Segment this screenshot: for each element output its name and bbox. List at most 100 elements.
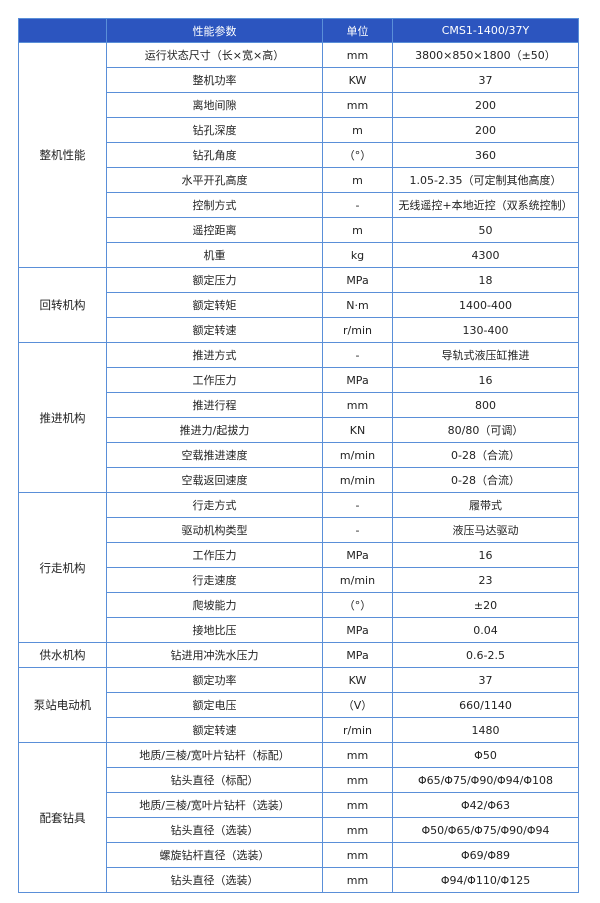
value-cell: Φ42/Φ63: [392, 792, 579, 818]
unit-cell: mm: [322, 92, 393, 118]
unit-cell: MPa: [322, 542, 393, 568]
unit-cell: （°）: [322, 142, 393, 168]
param-cell: 工作压力: [106, 367, 323, 393]
unit-cell: mm: [322, 42, 393, 68]
table-row: 整机功率 KW 37: [19, 67, 579, 93]
value-cell: 0.04: [392, 617, 579, 643]
value-cell: 16: [392, 367, 579, 393]
header-unit: 单位: [322, 18, 393, 43]
unit-cell: m/min: [322, 442, 393, 468]
table-row: 空载返回速度 m/min 0-28（合流）: [19, 467, 579, 493]
param-cell: 额定功率: [106, 667, 323, 693]
table-row: 推进力/起拔力 KN 80/80（可调）: [19, 417, 579, 443]
value-cell: 3800×850×1800（±50）: [392, 42, 579, 68]
unit-cell: N·m: [322, 292, 393, 318]
table-row: 推进机构 推进方式 - 导轨式液压缸推进: [18, 342, 579, 493]
unit-cell: -: [322, 517, 393, 543]
unit-cell: m/min: [322, 567, 393, 593]
table-row: 遥控距离 m 50: [19, 217, 579, 243]
param-cell: 地质/三棱/宽叶片钻杆（标配）: [106, 742, 323, 768]
value-cell: 0-28（合流）: [392, 467, 579, 493]
unit-cell: KW: [322, 667, 393, 693]
param-cell: 机重: [106, 242, 323, 268]
value-cell: 37: [392, 67, 579, 93]
unit-cell: -: [322, 192, 393, 218]
table-row: 配套钻具 地质/三棱/宽叶片钻杆（标配） mm Φ50: [18, 742, 579, 893]
unit-cell: -: [322, 342, 393, 368]
value-cell: 660/1140: [392, 692, 579, 718]
unit-cell: mm: [322, 742, 393, 768]
param-cell: 运行状态尺寸（长×宽×高）: [106, 42, 323, 68]
category-cell: 整机性能: [18, 42, 107, 268]
header-model: CMS1-1400/37Y: [392, 18, 579, 43]
value-cell: ±20: [392, 592, 579, 618]
value-cell: 无线遥控+本地近控（双系统控制）: [392, 192, 579, 218]
unit-cell: （°）: [322, 592, 393, 618]
value-cell: 1480: [392, 717, 579, 743]
value-cell: 360: [392, 142, 579, 168]
param-cell: 水平开孔高度: [106, 167, 323, 193]
unit-cell: MPa: [322, 642, 393, 668]
param-cell: 接地比压: [106, 617, 323, 643]
category-cell: 配套钻具: [18, 742, 107, 893]
table-row: 空载推进速度 m/min 0-28（合流）: [19, 442, 579, 468]
table-row: 整机性能 运行状态尺寸（长×宽×高） mm 3800×850×1800（±50）: [18, 42, 579, 268]
param-cell: 推进力/起拔力: [106, 417, 323, 443]
spec-table: 性能参数 单位 CMS1-1400/37Y 整机性能 运行状态尺寸（长×宽×高） m…: [18, 18, 579, 893]
table-row: 驱动机构类型 - 液压马达驱动: [19, 517, 579, 543]
table-row: 供水机构 钻进用冲洗水压力 MPa 0.6-2.5: [18, 642, 579, 668]
table-row: 工作压力 MPa 16: [19, 542, 579, 568]
table-row: 额定转矩 N·m 1400-400: [19, 292, 579, 318]
value-cell: 80/80（可调）: [392, 417, 579, 443]
value-cell: 4300: [392, 242, 579, 268]
param-cell: 钻孔角度: [106, 142, 323, 168]
param-cell: 行走方式: [106, 492, 323, 518]
table-row: 额定电压 （V） 660/1140: [19, 692, 579, 718]
param-cell: 额定转速: [106, 317, 323, 343]
table-row: 行走机构 行走方式 - 履带式: [18, 492, 579, 643]
param-cell: 控制方式: [106, 192, 323, 218]
param-cell: 额定电压: [106, 692, 323, 718]
unit-cell: mm: [322, 767, 393, 793]
header-parameter: 性能参数: [106, 18, 323, 43]
param-cell: 钻进用冲洗水压力: [106, 642, 323, 668]
value-cell: 200: [392, 117, 579, 143]
unit-cell: mm: [322, 867, 393, 893]
unit-cell: MPa: [322, 267, 393, 293]
header-row: 性能参数 单位 CMS1-1400/37Y: [18, 18, 579, 43]
spec-body: 整机性能 运行状态尺寸（长×宽×高） mm 3800×850×1800（±50） 整机功…: [18, 42, 579, 893]
unit-cell: mm: [322, 792, 393, 818]
param-cell: 钻头直径（选装）: [106, 817, 323, 843]
value-cell: 37: [392, 667, 579, 693]
table-row: 钻头直径（选装） mm Φ50/Φ65/Φ75/Φ90/Φ94: [19, 817, 579, 843]
param-cell: 整机功率: [106, 67, 323, 93]
unit-cell: m: [322, 167, 393, 193]
table-row: 离地间隙 mm 200: [19, 92, 579, 118]
header-category: [18, 18, 107, 43]
value-cell: 1.05-2.35（可定制其他高度）: [392, 167, 579, 193]
param-cell: 空载推进速度: [106, 442, 323, 468]
unit-cell: r/min: [322, 717, 393, 743]
value-cell: 800: [392, 392, 579, 418]
param-cell: 额定转速: [106, 717, 323, 743]
unit-cell: m: [322, 217, 393, 243]
value-cell: 200: [392, 92, 579, 118]
table-row: 钻头直径（选装） mm Φ94/Φ110/Φ125: [19, 867, 579, 893]
param-cell: 推进行程: [106, 392, 323, 418]
table-row: 推进行程 mm 800: [19, 392, 579, 418]
value-cell: 18: [392, 267, 579, 293]
table-row: 机重 kg 4300: [19, 242, 579, 268]
table-row: 额定转速 r/min 1480: [19, 717, 579, 743]
value-cell: Φ50/Φ65/Φ75/Φ90/Φ94: [392, 817, 579, 843]
param-cell: 行走速度: [106, 567, 323, 593]
value-cell: 130-400: [392, 317, 579, 343]
unit-cell: mm: [322, 392, 393, 418]
unit-cell: KN: [322, 417, 393, 443]
value-cell: Φ69/Φ89: [392, 842, 579, 868]
value-cell: 导轨式液压缸推进: [392, 342, 579, 368]
table-row: 地质/三棱/宽叶片钻杆（选装） mm Φ42/Φ63: [19, 792, 579, 818]
unit-cell: kg: [322, 242, 393, 268]
unit-cell: mm: [322, 842, 393, 868]
value-cell: 1400-400: [392, 292, 579, 318]
table-row: 额定转速 r/min 130-400: [19, 317, 579, 343]
